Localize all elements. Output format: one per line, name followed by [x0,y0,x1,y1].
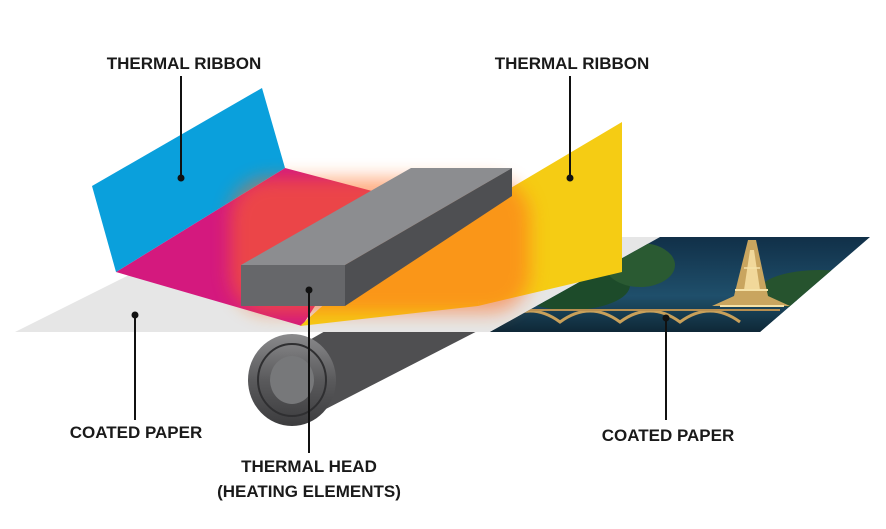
cyan-ribbon [92,88,285,272]
label-thermal-ribbon-left: THERMAL RIBBON [107,54,262,73]
label-coated-paper-right: COATED PAPER [602,426,735,445]
thermal-head [241,168,512,306]
leader-lines [131,76,670,453]
label-heating-elements: (HEATING ELEMENTS) [217,482,401,501]
eiffel-tower-icon [712,240,790,307]
label-thermal-head: THERMAL HEAD [241,457,377,476]
label-thermal-ribbon-right: THERMAL RIBBON [495,54,650,73]
label-coated-paper-left: COATED PAPER [70,423,203,442]
